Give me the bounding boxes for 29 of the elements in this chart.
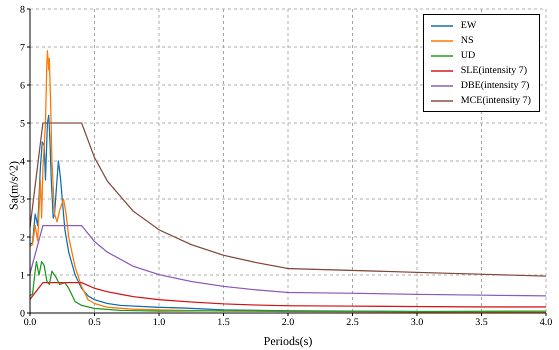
legend-label: SLE(intensity 7) [460, 64, 528, 78]
y-tick-label: 6 [20, 80, 25, 92]
line-series [30, 224, 546, 297]
x-tick-label: 2.0 [282, 317, 294, 328]
x-tick-label: 4.0 [540, 317, 552, 328]
y-tick-label: 5 [20, 118, 25, 130]
x-tick-label: 1.5 [217, 317, 230, 328]
legend-label: EW [460, 19, 476, 33]
legend-label: MCE(intensity 7) [460, 94, 531, 108]
y-tick-label: 3 [20, 194, 25, 206]
y-tick-label: 0 [20, 308, 25, 320]
y-tick-label: 8 [20, 4, 25, 16]
legend-label: NS [460, 34, 474, 48]
x-tick-label: 3.0 [410, 317, 424, 328]
x-axis-title: Periods(s) [264, 334, 312, 348]
x-tick-label: 0.5 [88, 317, 101, 328]
y-axis-title: Sa(m/s^2) [6, 161, 20, 210]
y-tick-label: 2 [20, 232, 25, 244]
x-tick-label: 0.0 [24, 317, 36, 328]
legend-label: DBE(intensity 7) [460, 79, 530, 93]
x-tick-label: 3.5 [475, 317, 488, 328]
x-tick-label: 2.5 [346, 317, 359, 328]
y-tick-label: 7 [20, 42, 25, 54]
y-tick-label: 4 [20, 156, 25, 168]
y-tick-label: 1 [20, 270, 25, 282]
x-tick-label: 1.0 [152, 317, 166, 328]
line-series [30, 282, 546, 308]
legend-label: UD [460, 49, 476, 63]
line-series [30, 122, 546, 277]
